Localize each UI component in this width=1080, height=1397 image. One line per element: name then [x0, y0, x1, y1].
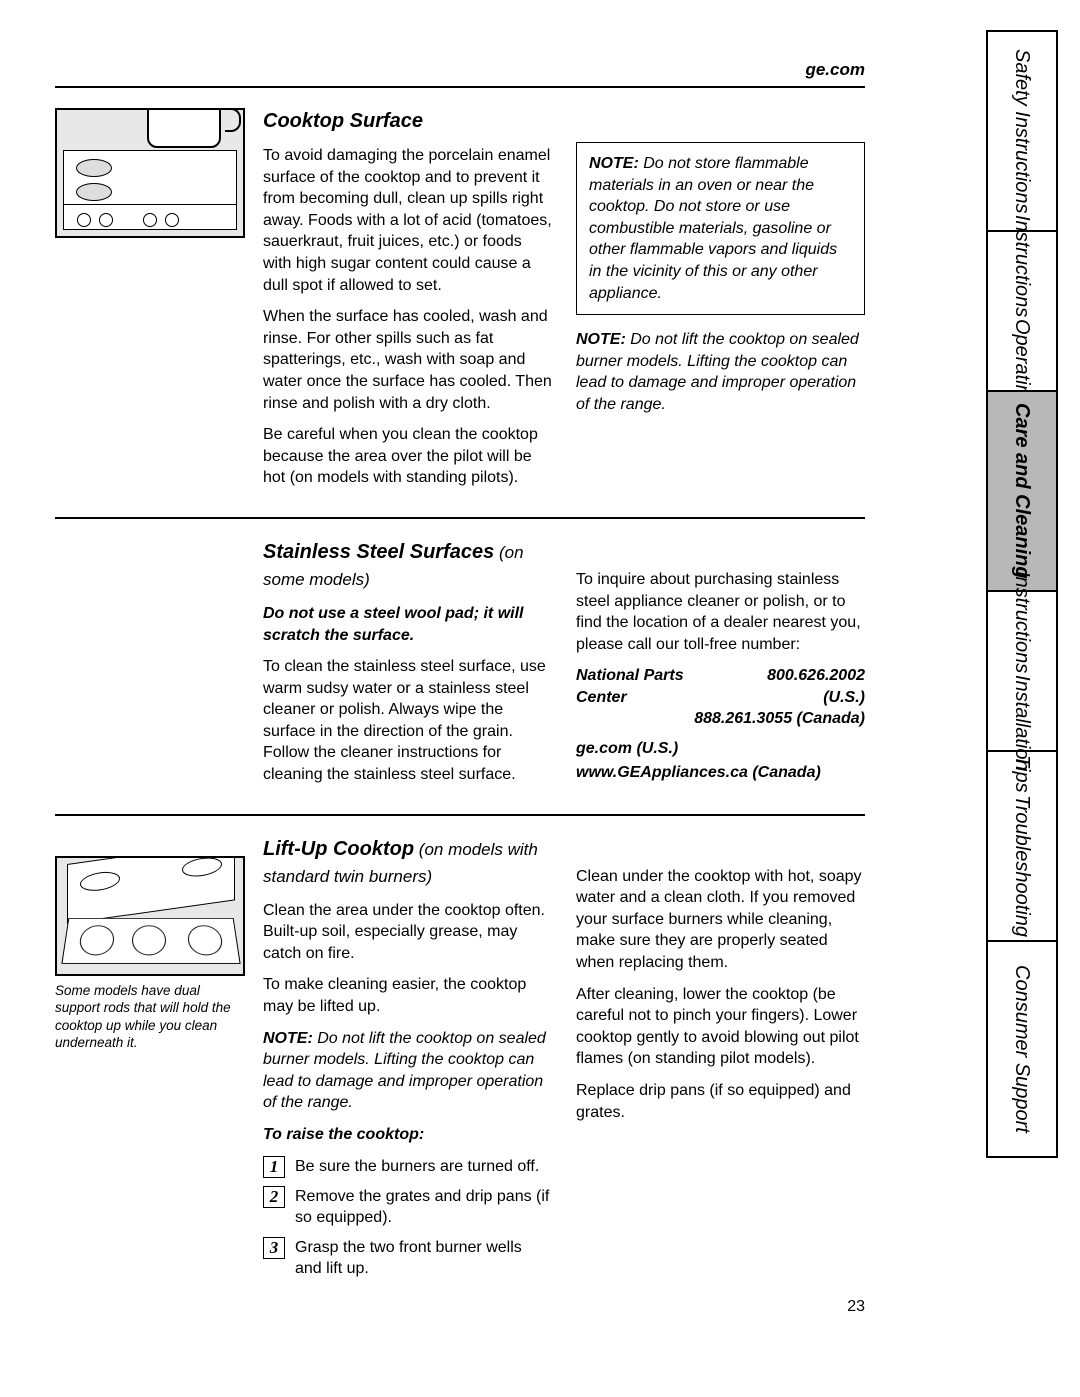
step-text: Grasp the two front burner wells and lif…: [295, 1237, 552, 1280]
note-sealed-burner: NOTE: Do not lift the cooktop on sealed …: [576, 329, 865, 415]
illustration-pot-on-cooktop: [55, 108, 245, 238]
side-tab[interactable]: Safety Instructions: [986, 30, 1058, 230]
heading-text: Lift-Up Cooktop: [263, 838, 414, 860]
step-item: 3 Grasp the two front burner wells and li…: [263, 1237, 552, 1280]
para: Clean under the cooktop with hot, soapy …: [576, 866, 865, 974]
step-number: 1: [263, 1156, 285, 1178]
note-label: NOTE:: [576, 331, 626, 348]
para: After cleaning, lower the cooktop (be ca…: [576, 984, 865, 1070]
col-left: Lift-Up Cooktop (on models with standard…: [263, 836, 552, 1288]
side-tab[interactable]: Care and Cleaning: [986, 390, 1058, 590]
para: To inquire about purchasing stainless st…: [576, 569, 865, 655]
section-cooktop-surface: Cooktop Surface To avoid damaging the po…: [55, 108, 865, 499]
step-text: Remove the grates and drip pans (if so e…: [295, 1186, 552, 1229]
side-tab[interactable]: OperatingInstructions: [986, 230, 1058, 390]
note-box-flammable: NOTE: Do not store flammable materials i…: [576, 142, 865, 315]
page-content: ge.com: [55, 60, 865, 1288]
heading-liftup: Lift-Up Cooktop (on models with standard…: [263, 836, 552, 890]
step-number: 2: [263, 1186, 285, 1208]
contact-npc-ca: 888.261.3055 (Canada): [576, 708, 865, 730]
rule: [55, 814, 865, 816]
steps-list: 1 Be sure the burners are turned off. 2 Re…: [263, 1156, 552, 1280]
url-us: ge.com (U.S.): [576, 738, 865, 760]
rule-top: [55, 86, 865, 88]
contact-npc-us: National Parts Center 800.626.2002 (U.S.…: [576, 665, 865, 708]
npc-us: 800.626.2002 (U.S.): [729, 665, 865, 708]
para: To clean the stainless steel surface, us…: [263, 656, 552, 786]
side-tab[interactable]: TroubleshootingTips: [986, 750, 1058, 940]
step-item: 1 Be sure the burners are turned off.: [263, 1156, 552, 1178]
step-item: 2 Remove the grates and drip pans (if so …: [263, 1186, 552, 1229]
side-tab[interactable]: Consumer Support: [986, 940, 1058, 1158]
rule: [55, 517, 865, 519]
section-stainless-steel: Stainless Steel Surfaces (on some models…: [55, 539, 865, 796]
npc-label: National Parts Center: [576, 665, 729, 708]
heading-text: Stainless Steel Surfaces: [263, 541, 494, 563]
col-right: Clean under the cooktop with hot, soapy …: [576, 836, 865, 1288]
para: When the surface has cooled, wash and ri…: [263, 306, 552, 414]
warning-steel-wool: Do not use a steel wool pad; it will scr…: [263, 603, 552, 646]
page-number: 23: [847, 1298, 865, 1316]
para: Clean the area under the cooktop often. …: [263, 900, 552, 965]
col-right: NOTE: Do not store flammable materials i…: [576, 108, 865, 499]
illustration-lifted-cooktop: Some models have dual support rods that …: [55, 836, 245, 1052]
heading-stainless: Stainless Steel Surfaces (on some models…: [263, 539, 552, 593]
step-text: Be sure the burners are turned off.: [295, 1156, 552, 1178]
para: To make cleaning easier, the cooktop may…: [263, 974, 552, 1017]
note-label: NOTE:: [589, 155, 639, 172]
col-right: To inquire about purchasing stainless st…: [576, 539, 865, 796]
heading-cooktop-surface: Cooktop Surface: [263, 108, 552, 135]
npc-ca: 888.261.3055 (Canada): [694, 708, 865, 730]
para: To avoid damaging the porcelain enamel s…: [263, 145, 552, 296]
note-label: NOTE:: [263, 1030, 313, 1047]
col-left: Stainless Steel Surfaces (on some models…: [263, 539, 552, 796]
side-tab[interactable]: InstallationInstructions: [986, 590, 1058, 750]
para: Be careful when you clean the cooktop be…: [263, 424, 552, 489]
col-left: Cooktop Surface To avoid damaging the po…: [263, 108, 552, 499]
note-sealed-burner: NOTE: Do not lift the cooktop on sealed …: [263, 1028, 552, 1114]
header-url: ge.com: [55, 60, 865, 80]
para: Replace drip pans (if so equipped) and g…: [576, 1080, 865, 1123]
section-liftup-cooktop: Some models have dual support rods that …: [55, 836, 865, 1288]
note-text: Do not store flammable materials in an o…: [589, 155, 837, 302]
url-ca: www.GEAppliances.ca (Canada): [576, 762, 865, 784]
side-tabs: Safety InstructionsOperatingInstructions…: [986, 30, 1058, 1158]
illustration-caption: Some models have dual support rods that …: [55, 982, 245, 1052]
raise-heading: To raise the cooktop:: [263, 1124, 552, 1146]
step-number: 3: [263, 1237, 285, 1259]
